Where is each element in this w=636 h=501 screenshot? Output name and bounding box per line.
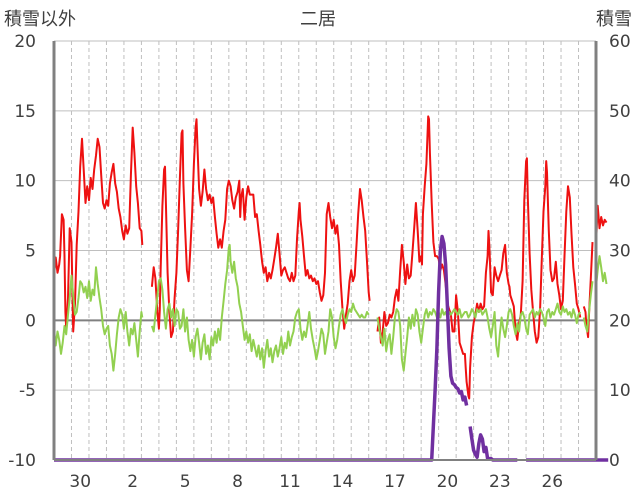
chart-title: 二居: [300, 9, 336, 30]
series-line: [53, 126, 144, 333]
series-line: [376, 115, 582, 400]
left-y-tick-labels: 20 15 10 5 0 -5 -10: [8, 32, 36, 471]
left-y-tick-label: 10: [14, 172, 36, 192]
left-y-tick-label: 20: [14, 32, 36, 52]
axes: [52, 41, 598, 461]
x-tick-label: 14: [332, 472, 354, 492]
x-tick-label: 5: [180, 472, 191, 492]
right-y-tick-label: 30: [609, 242, 631, 262]
series-line: [595, 204, 608, 245]
left-y-tick-label: 15: [14, 102, 36, 122]
left-y-tick-label: 0: [25, 311, 36, 331]
left-y-tick-label: -5: [19, 381, 36, 401]
x-tick-label: 26: [541, 472, 563, 492]
series-line: [150, 118, 371, 339]
x-tick-label: 17: [384, 472, 406, 492]
right-axis-title: 積雪: [596, 9, 632, 30]
right-y-tick-labels: 60 50 40 30 20 10 0: [609, 32, 631, 471]
series-line: [582, 281, 594, 333]
x-tick-label: 2: [127, 472, 138, 492]
x-tick-label: 23: [489, 472, 511, 492]
series-line: [595, 255, 608, 287]
left-axis-title: 積雪以外: [4, 9, 76, 30]
series-line: [54, 234, 469, 462]
series-line: [468, 426, 518, 462]
series-line: [582, 242, 594, 339]
series-layer: [53, 115, 609, 462]
right-y-tick-label: 20: [609, 311, 631, 331]
right-y-tick-label: 50: [609, 102, 631, 122]
x-tick-label: 20: [437, 472, 459, 492]
x-tick-label: 30: [69, 472, 91, 492]
right-y-tick-label: 60: [609, 32, 631, 52]
x-tick-labels: 30 2 5 8 11 14 17 20 23 26: [69, 472, 563, 492]
x-tick-label: 11: [279, 472, 301, 492]
left-y-tick-label: 5: [25, 242, 36, 262]
x-tick-label: 8: [232, 472, 243, 492]
right-y-tick-label: 10: [609, 381, 631, 401]
series-line: [150, 243, 370, 369]
right-y-tick-label: 40: [609, 172, 631, 192]
series-line: [53, 266, 144, 372]
right-y-tick-label: 0: [609, 451, 620, 471]
series-line: [376, 302, 582, 372]
left-y-tick-label: -10: [8, 451, 36, 471]
